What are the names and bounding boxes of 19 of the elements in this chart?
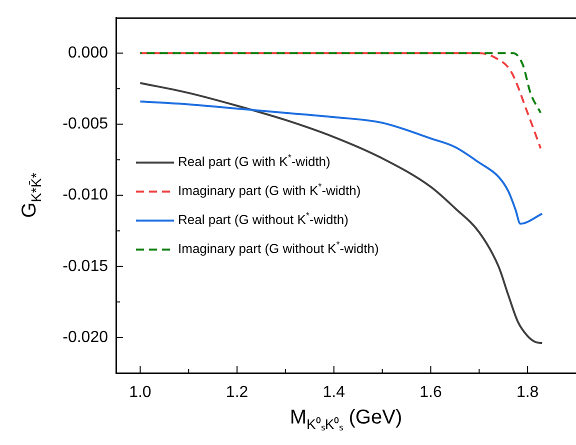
x-tick-label: 1.0 xyxy=(129,384,152,402)
legend-label: Imaginary part (G with K*-width) xyxy=(178,182,361,198)
y-tick-label: -0.010 xyxy=(62,186,108,204)
x-tick-label: 1.4 xyxy=(322,384,346,402)
y-tick-label: 0.000 xyxy=(68,44,108,62)
y-tick-label: -0.020 xyxy=(62,328,108,346)
line-series xyxy=(139,52,542,114)
legend-label: Imaginary part (G without K*-width) xyxy=(178,240,379,256)
x-tick-label: 1.2 xyxy=(226,384,248,402)
y-tick-label: -0.015 xyxy=(62,258,108,275)
y-axis-title: GK*K̄* xyxy=(18,172,44,218)
legend-label: Real part (G with K*-width) xyxy=(178,152,330,170)
line-series xyxy=(139,100,544,225)
y-tick-label: -0.005 xyxy=(62,116,108,133)
line-series xyxy=(139,52,542,150)
legend-label: Real part (G without K*-width) xyxy=(178,210,348,228)
x-tick-label: 1.8 xyxy=(516,384,539,402)
line-series xyxy=(139,82,544,344)
x-tick-label: 1.6 xyxy=(420,384,442,402)
